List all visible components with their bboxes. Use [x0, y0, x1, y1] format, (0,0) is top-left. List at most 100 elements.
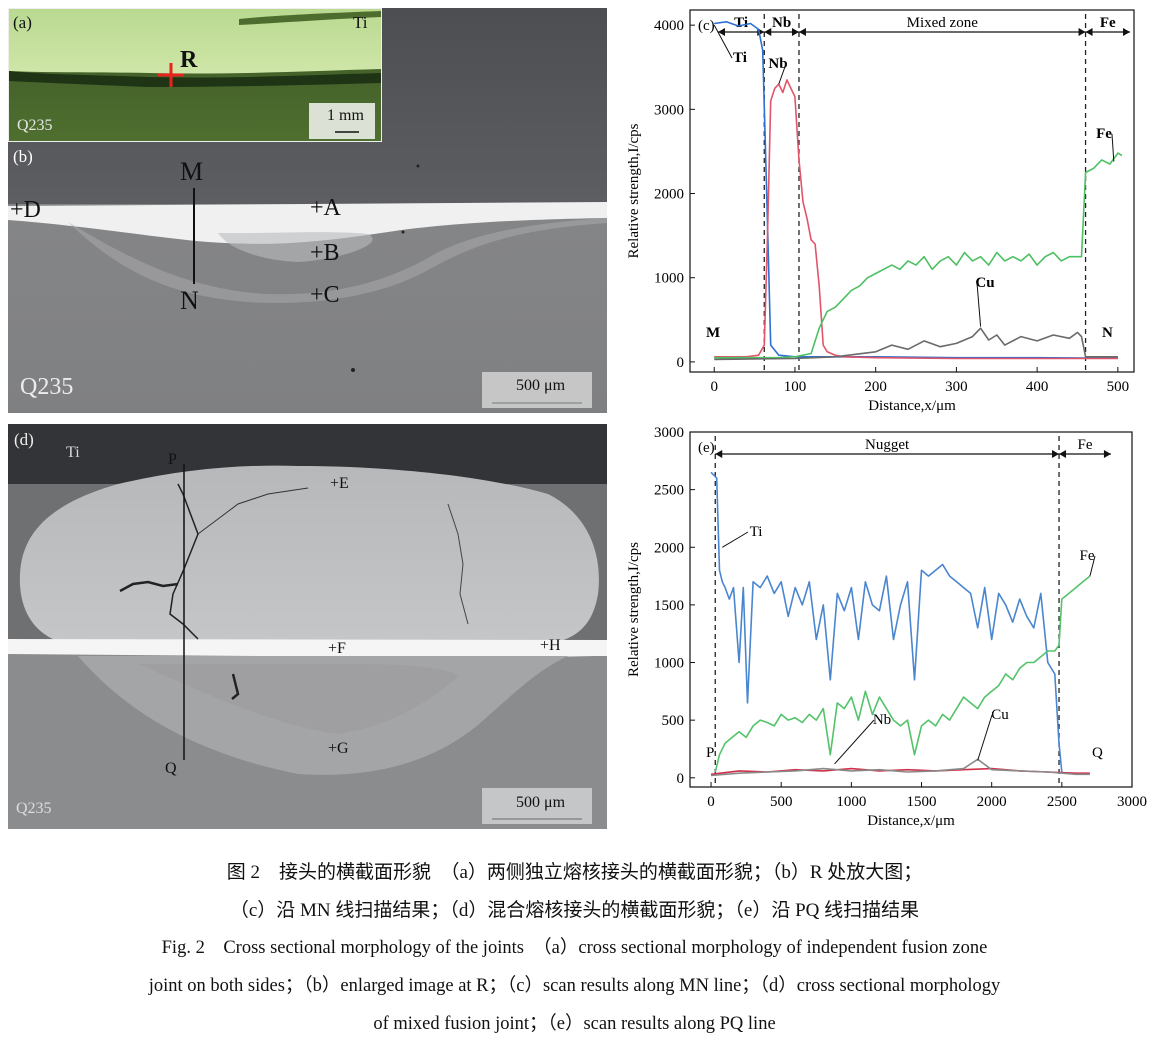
x-axis-label: Distance,x/μm — [868, 398, 956, 414]
y-tick-label: 500 — [662, 713, 685, 729]
zone-label: Fe — [1077, 437, 1092, 453]
caption-en-line-1: Fig. 2 Cross sectional morphology of the… — [161, 938, 988, 958]
zone-arrowhead — [798, 28, 806, 36]
x-tick-label: 400 — [1026, 379, 1049, 395]
annotation-pointer — [722, 531, 749, 548]
y-axis-label: Relative strength,I/cps — [626, 542, 642, 677]
zone-label: Nugget — [865, 437, 910, 453]
x-tick-label: 1000 — [836, 794, 866, 810]
series-annotation: Nb — [873, 712, 891, 728]
plot-frame — [689, 431, 1133, 788]
scan-end-label: N — [1102, 325, 1113, 341]
chart-c: 0 100 200 300 400 500 0 1000 2000 3000 4000 Distanc… — [612, 4, 1149, 418]
series-line-nb — [714, 79, 1118, 360]
y-axis-label: Relative strength,I/cps — [626, 123, 642, 258]
series-line-fe — [714, 575, 1091, 773]
y-tick-label: 3000 — [654, 102, 684, 118]
zone-label: Ti — [734, 15, 748, 31]
y-tick-label: 2000 — [654, 187, 684, 203]
zone-arrowhead — [1059, 450, 1067, 458]
x-tick-label: 300 — [945, 379, 968, 395]
label-e: +E — [330, 475, 349, 492]
x-tick-label: 1500 — [907, 794, 937, 810]
micrograph-a: (a) Ti R Q235 1 mm — [8, 8, 382, 142]
zone-arrowhead — [1052, 450, 1060, 458]
label-m: M — [180, 157, 204, 186]
zone-arrowhead — [791, 28, 799, 36]
y-tick-label: 2000 — [654, 540, 684, 556]
series-line-cu — [714, 327, 1118, 361]
x-axis-label: Distance,x/μm — [867, 813, 955, 829]
caption-en-line-2: joint on both sides；（b）enlarged image at… — [148, 976, 1001, 996]
label-n: N — [180, 286, 199, 315]
series-annotation: Ti — [733, 50, 747, 66]
y-tick-label: 1000 — [654, 656, 684, 672]
x-tick-label: 0 — [710, 379, 718, 395]
zone-arrowhead — [715, 450, 723, 458]
chart-tag: (c) — [698, 18, 715, 34]
x-tick-label: 100 — [784, 379, 807, 395]
caption-en-line-3: of mixed fusion joint；（e）scan results al… — [373, 1014, 776, 1034]
label-h: +H — [540, 637, 561, 654]
series-line-cu — [710, 758, 1090, 777]
x-tick-label: 0 — [707, 794, 715, 810]
label-g: +G — [328, 740, 349, 757]
chart-tag: (e) — [698, 440, 715, 456]
series-annotation: Ti — [750, 524, 763, 540]
label-d: +D — [10, 197, 41, 223]
chart-c-svg: 0 100 200 300 400 500 0 1000 2000 3000 4000 Distanc… — [626, 9, 1135, 414]
annotation-pointer — [713, 24, 733, 59]
y-tick-label: 1500 — [654, 598, 684, 614]
series-line-ti — [710, 471, 1063, 773]
annotation-pointer — [976, 282, 982, 327]
annotation-pointer — [1089, 555, 1096, 577]
x-tick-label: 2000 — [977, 794, 1007, 810]
plot-frame — [689, 9, 1135, 373]
annotation-pointer — [778, 63, 787, 85]
series-annotation: Fe — [1080, 548, 1095, 564]
zone-arrowhead — [1085, 28, 1093, 36]
scan-end-label: Q — [1092, 745, 1103, 761]
annotation-pointer — [834, 719, 875, 765]
series-annotation: Nb — [768, 56, 787, 72]
y-tick-label: 3000 — [654, 425, 684, 441]
material-label-ti: Ti — [353, 13, 368, 32]
x-tick-label: 3000 — [1117, 794, 1147, 810]
scan-start-label: M — [706, 325, 720, 341]
scale-bar-label: 500 μm — [516, 794, 566, 811]
series-line-ti — [714, 20, 1118, 359]
scale-bar-label: 500 μm — [516, 377, 566, 394]
zone-label: Mixed zone — [907, 15, 979, 31]
point-r: R — [180, 47, 198, 73]
zone-arrowhead — [1123, 28, 1130, 36]
y-tick-label: 0 — [677, 771, 685, 787]
label-p: P — [168, 451, 177, 468]
zone-arrowhead — [1078, 28, 1086, 36]
y-tick-label: 2500 — [654, 483, 684, 499]
zone-arrowhead — [718, 28, 725, 36]
y-tick-label: 4000 — [654, 18, 684, 34]
label-q: Q — [165, 760, 177, 777]
caption-zh-line-1: 图 2 接头的横截面形貌 （a）两侧独立熔核接头的横截面形貌；（b）R 处放大图… — [226, 862, 923, 883]
label-b: +B — [310, 240, 340, 266]
caption-zh-line-2: （c）沿 MN 线扫描结果；（d）混合熔核接头的横截面形貌；（e）沿 PQ 线扫… — [229, 900, 920, 921]
x-tick-label: 500 — [770, 794, 793, 810]
series-annotation: Cu — [991, 707, 1009, 723]
material-label-q235: Q235 — [17, 117, 53, 134]
zone-label: Nb — [772, 15, 791, 31]
label-c: +C — [310, 282, 340, 308]
x-tick-label: 2500 — [1047, 794, 1077, 810]
label-a: +A — [310, 195, 341, 221]
material-label-q235: Q235 — [16, 800, 52, 817]
scale-bar-label: 1 mm — [327, 107, 364, 124]
chart-e-svg: 0 500 1000 1500 2000 2500 3000 0 500 1000 1500 2000… — [626, 425, 1147, 829]
zone-arrowhead — [1103, 450, 1111, 458]
x-tick-label: 200 — [864, 379, 887, 395]
micrograph-d: (d) Ti P Q +E +F +H +G Q235 500 μm — [8, 424, 607, 829]
x-tick-label: 500 — [1107, 379, 1130, 395]
panel-b-tag: (b) — [13, 147, 33, 166]
y-tick-label: 1000 — [654, 271, 684, 287]
y-tick-label: 0 — [677, 355, 685, 371]
panel-a-tag: (a) — [13, 13, 32, 32]
series-line-fe — [714, 152, 1123, 359]
